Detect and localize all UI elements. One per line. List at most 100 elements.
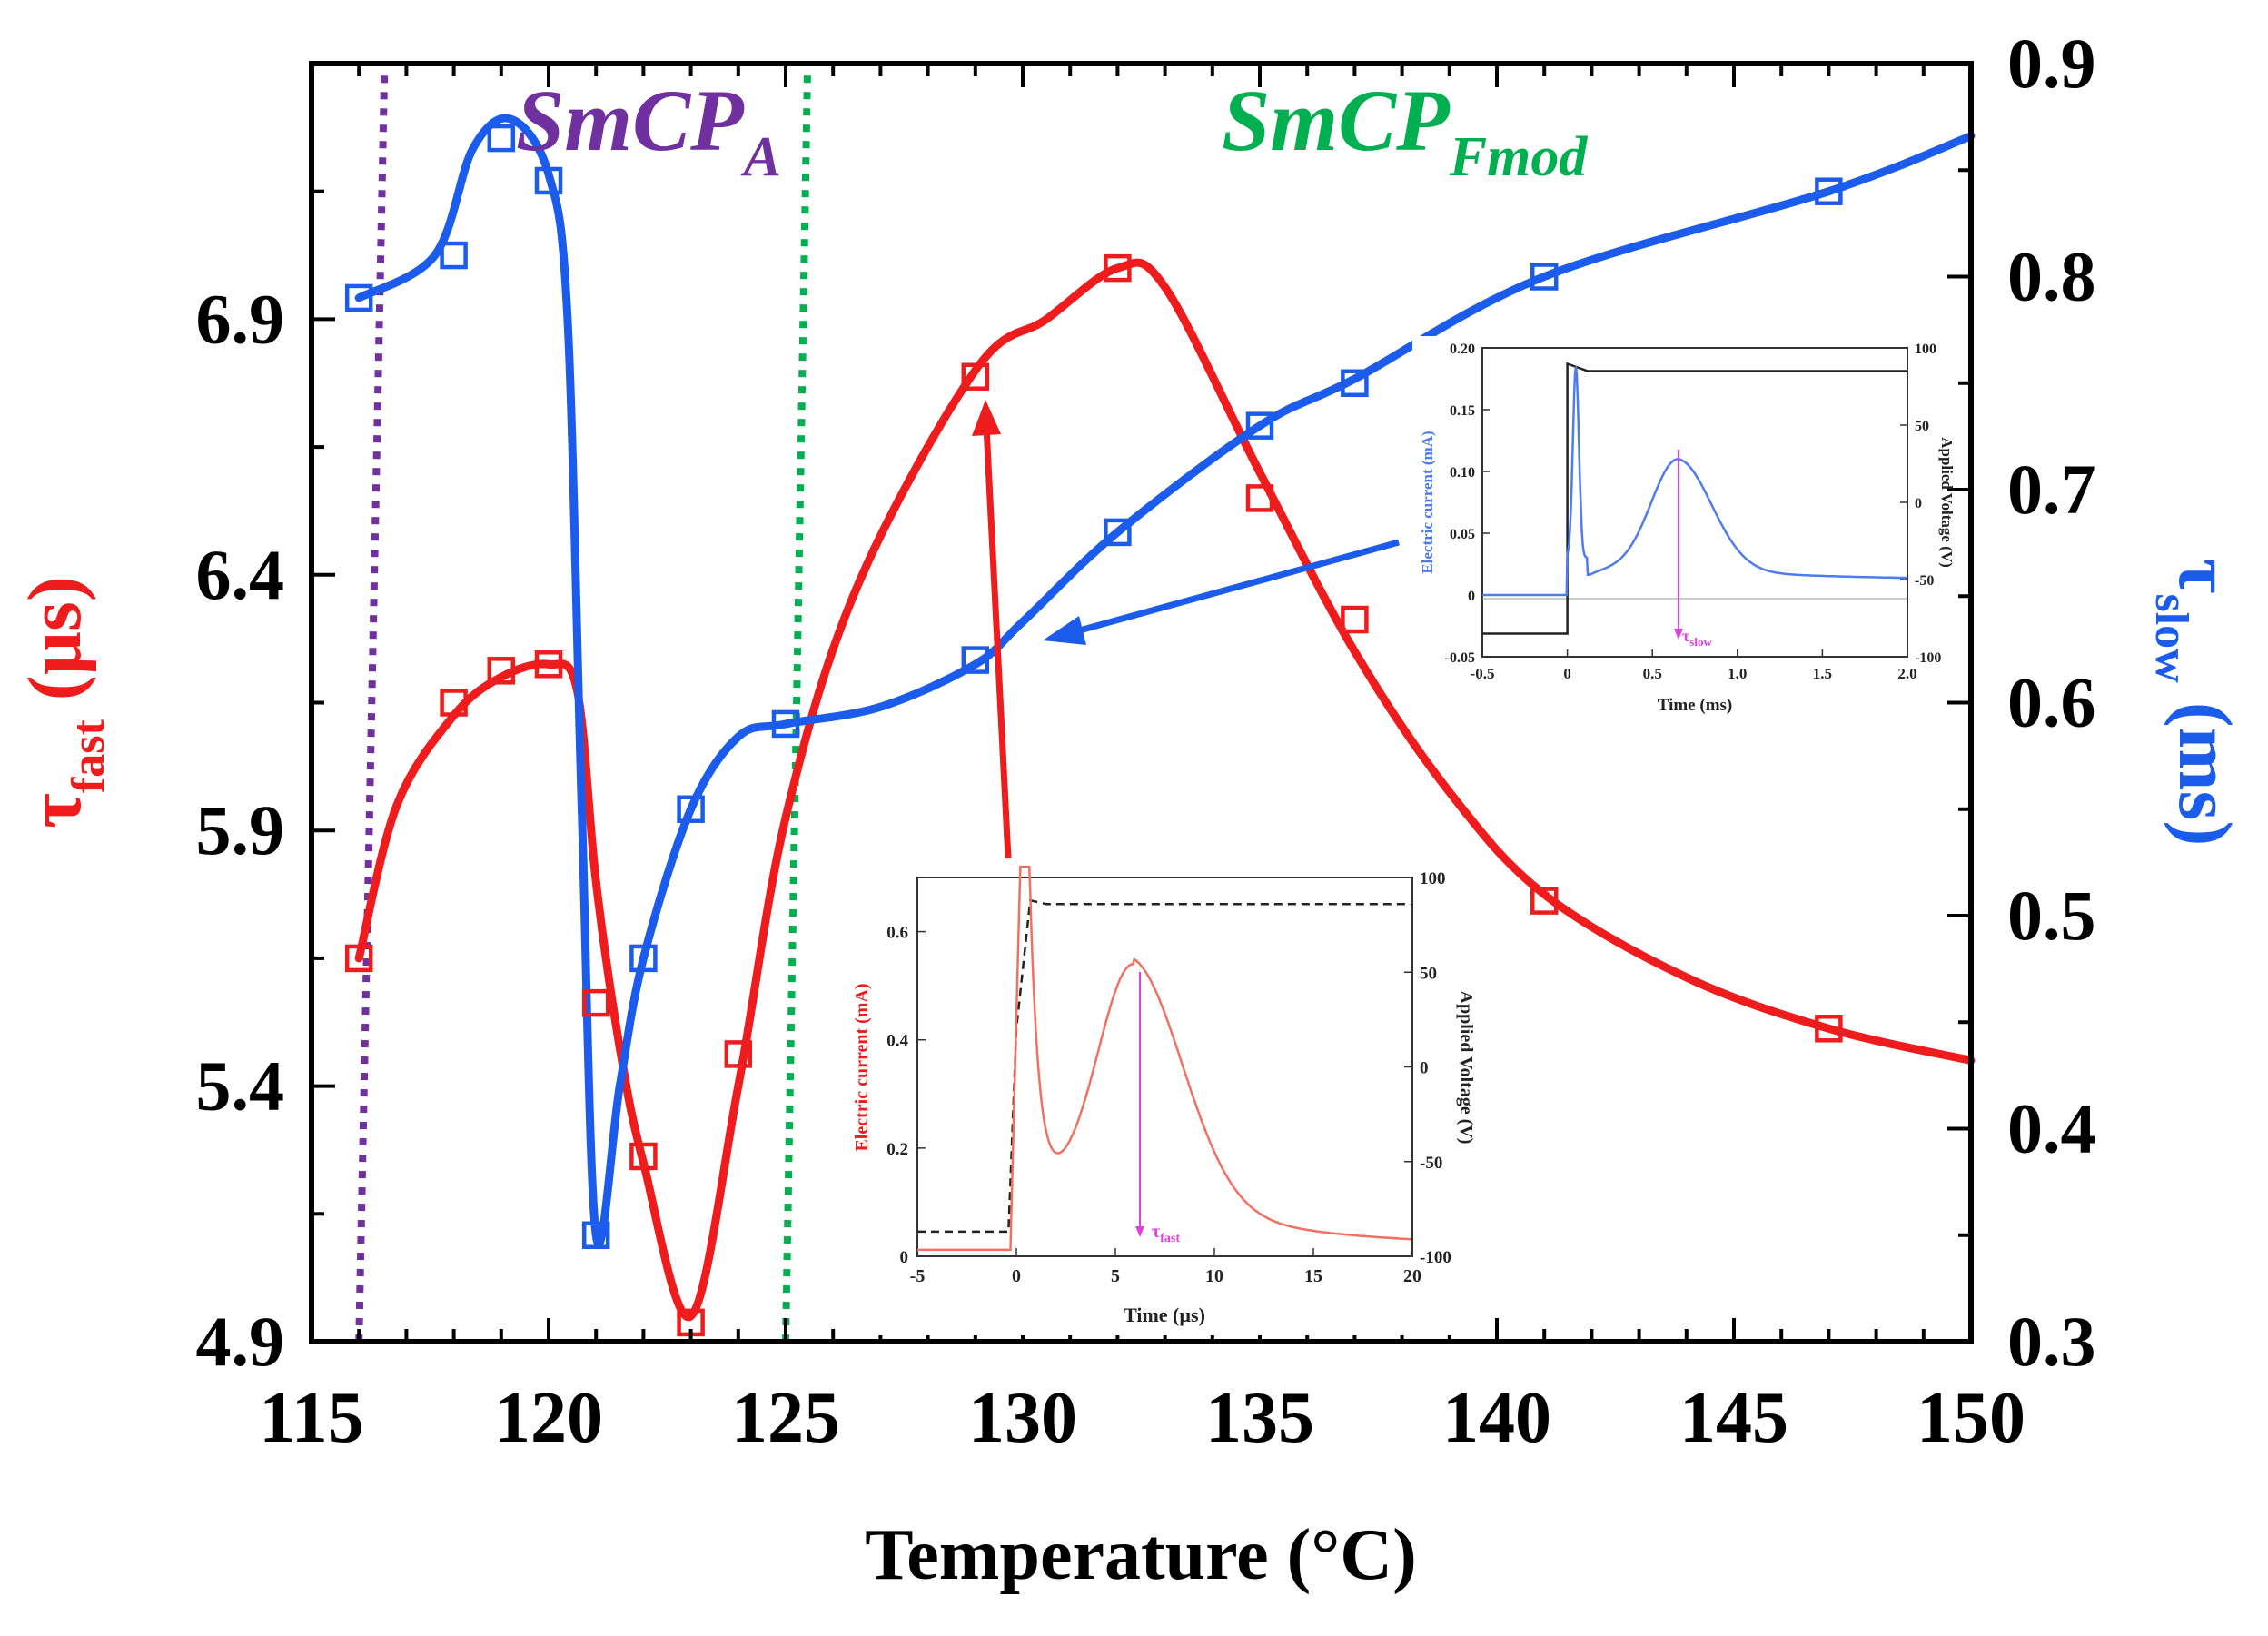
inset-fast-x-tick-label: 10 (1205, 1266, 1223, 1286)
inset-fast-y-tick-label: 0 (900, 1248, 909, 1267)
data-point-tau-fast (344, 944, 373, 973)
data-point-tau-fast (440, 689, 468, 717)
phase-label-smcpa: SmCPA (516, 72, 781, 188)
y-right-tick-label: 0.5 (2007, 876, 2096, 955)
inset-fast-marker-arrowhead (1135, 1226, 1144, 1237)
data-point-tau-fast (534, 650, 563, 679)
inset-fast-x-tick-label: 15 (1304, 1266, 1322, 1286)
inset-pointers (972, 400, 1400, 859)
inset-slow-y-tick-label: 0.20 (1450, 342, 1475, 357)
x-tick-label: 130 (968, 1378, 1077, 1458)
inset-fast-xlabel: Time (µs) (1124, 1304, 1205, 1326)
y-right-tick-label: 0.7 (2007, 450, 2096, 529)
data-point-tau-slow (771, 709, 800, 739)
y-left-tick-label: 5.4 (196, 1046, 285, 1125)
data-point-tau-slow (629, 944, 658, 973)
inset-slow-marker-arrowhead (1674, 629, 1683, 640)
y-left-axis-ticks: 4.9 5.4 5.9 6.4 6.9 (196, 62, 335, 1381)
inset-fast-background (845, 868, 1462, 1335)
data-point-tau-slow (581, 1221, 610, 1249)
data-point-tau-slow (440, 241, 468, 270)
fit-curve-tau-fast (354, 258, 1976, 1322)
x-tick-label: 120 (494, 1378, 603, 1458)
arrow-to-tau-fast-point (983, 426, 1012, 859)
data-point-tau-fast (581, 988, 610, 1017)
inset-fast-current-trace (917, 865, 1411, 1252)
x-axis-title: Temperature (°C) (865, 1515, 1416, 1595)
y-left-axis-title: τfast (µs) (13, 576, 114, 828)
inset-fast-x-tick-label: -5 (910, 1266, 926, 1286)
inset-fast-voltage-trace (917, 898, 1412, 1234)
inset-slow-x-tick-label: 0.5 (1643, 665, 1662, 682)
data-point-tau-slow (961, 646, 990, 674)
arrow-head-red (972, 400, 1001, 436)
inset-slow-y-tick-label: -0.05 (1445, 650, 1475, 666)
inset-slow-y-tick-label: 0.15 (1450, 403, 1475, 419)
inset-slow-x-tick-label: -0.5 (1471, 665, 1495, 682)
data-point-tau-fast (487, 657, 516, 685)
x-axis-ticks: 115 120 125 130 135 140 145 150 (259, 64, 2025, 1458)
y-right-tick-label: 0.4 (2007, 1089, 2096, 1168)
y-right-tick-label: 0.8 (2007, 237, 2096, 316)
data-point-tau-fast (1815, 1015, 1843, 1043)
inset-fast-y-right-tick-label: -100 (1420, 1248, 1451, 1267)
inset-slow-y-tick-label: 0 (1468, 589, 1475, 604)
data-point-tau-fast (724, 1040, 753, 1068)
data-point-tau-fast (961, 362, 990, 391)
arrow-to-tau-slow-point (1075, 539, 1400, 635)
data-points (344, 124, 1843, 1337)
y-right-tick-label: 0.9 (2007, 24, 2096, 103)
inset-slow-ylabel-left: Electric current (mA) (1419, 431, 1436, 573)
data-point-tau-slow (487, 124, 516, 153)
data-point-tau-fast (1245, 484, 1274, 512)
data-point-tau-slow (1530, 263, 1559, 291)
inset-fast-y-tick-label: 0.6 (886, 924, 908, 943)
inset-slow-ticks: -0.5 0 0.5 1.0 1.5 2.0 0.20 0.15 0.10 0.05 0 -0.05 1… (1445, 342, 1942, 682)
y-right-axis-ticks: 0.3 0.4 0.5 0.6 0.7 0.8 0.9 (1947, 24, 2096, 1381)
x-tick-label: 150 (1916, 1378, 2025, 1458)
data-point-tau-fast (629, 1142, 658, 1171)
inset-slow-current-trace (1482, 366, 1908, 597)
y-left-tick-label: 6.4 (196, 535, 285, 614)
inset-fast-y-right-tick-label: -50 (1420, 1154, 1442, 1173)
inset-slow-xlabel: Time (ms) (1658, 696, 1733, 715)
inset-slow-marker-label: τslow (1682, 627, 1712, 649)
x-tick-label: 115 (259, 1378, 364, 1458)
data-point-tau-slow (1815, 177, 1843, 205)
y-right-tick-label: 0.3 (2007, 1302, 2096, 1381)
data-point-tau-slow (344, 283, 373, 312)
x-tick-label: 140 (1442, 1378, 1551, 1458)
inset-slow-x-tick-label: 1.0 (1728, 665, 1747, 682)
inset-fast-y-right-tick-label: 0 (1420, 1059, 1429, 1078)
x-tick-label: 145 (1679, 1378, 1788, 1458)
fit-curves (354, 114, 1976, 1322)
inset-fast-y-tick-label: 0.2 (886, 1140, 908, 1159)
inset-fast-ylabel-left: Electric current (mA) (852, 983, 872, 1151)
inset-fast-y-right-tick-label: 100 (1420, 869, 1446, 888)
inset-slow-y-tick-label: 0.05 (1450, 527, 1475, 542)
inset-slow-y-right-tick-label: 0 (1915, 496, 1922, 511)
inset-fast-y-right-tick-label: 50 (1420, 964, 1437, 983)
inset-slow-x-tick-label: 2.0 (1897, 665, 1916, 682)
inset-slow-ylabel-right: Applied Voltage (V) (1938, 437, 1956, 568)
inset-slow-y-right-tick-label: 50 (1915, 419, 1929, 434)
inset-fast-ylabel-right: Applied Voltage (V) (1456, 991, 1476, 1145)
y-left-tick-label: 5.9 (196, 790, 285, 869)
inset-slow-current: -0.5 0 0.5 1.0 1.5 2.0 0.20 0.15 0.10 0.05 0 -0.05 1… (1412, 336, 1956, 718)
data-point-tau-slow (1341, 369, 1369, 397)
inset-fast-x-tick-label: 20 (1403, 1266, 1421, 1286)
phase-label-smcpfmod: SmCPFmod (1222, 72, 1588, 188)
y-right-axis-title: τslow (ms) (2145, 559, 2247, 847)
data-point-tau-fast (1104, 253, 1132, 283)
inset-slow-y-tick-label: 0.10 (1450, 465, 1475, 481)
y-left-tick-label: 4.9 (196, 1302, 285, 1381)
x-tick-label: 125 (731, 1378, 840, 1458)
data-point-tau-slow (1104, 518, 1132, 547)
inset-slow-x-tick-label: 1.5 (1813, 665, 1832, 682)
data-point-tau-slow (1245, 411, 1274, 440)
y-right-tick-label: 0.6 (2007, 663, 2096, 742)
inset-slow-y-right-tick-label: -100 (1915, 650, 1941, 666)
